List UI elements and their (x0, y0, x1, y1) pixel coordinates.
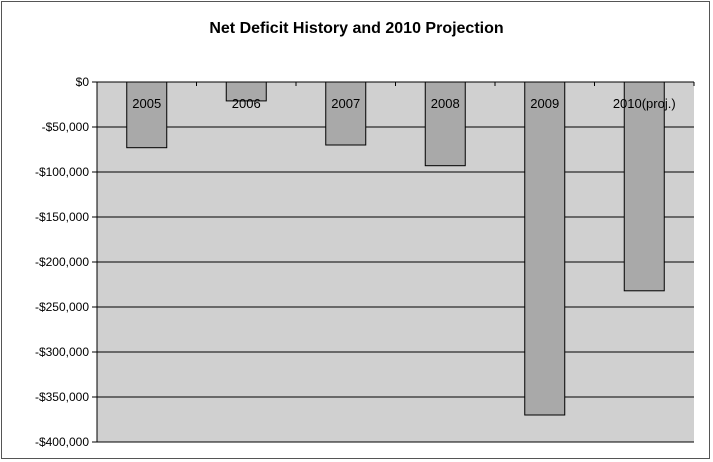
bar-2010(proj.) (623, 81, 665, 292)
x-axis (96, 81, 695, 86)
category-labels: 2005 2006 2007 2008 2009 2010(proj.) (132, 96, 675, 111)
y-tick-label: -$50,000 (42, 120, 90, 134)
x-tick-label: 2008 (431, 96, 460, 111)
x-tick-label: 2010(proj.) (613, 96, 676, 111)
y-tick-label: -$100,000 (35, 165, 89, 179)
x-tick-label: 2005 (132, 96, 161, 111)
bar-2005 (126, 81, 168, 149)
y-tick-label: -$350,000 (35, 390, 89, 404)
bar-2009 (524, 81, 566, 416)
chart-title: Net Deficit History and 2010 Projection (209, 20, 504, 37)
bar-2008 (424, 81, 466, 167)
y-tick-label: $0 (76, 75, 90, 89)
x-tick-label: 2007 (331, 96, 360, 111)
x-tick-label: 2009 (530, 96, 559, 111)
y-axis: $0 -$50,000 -$100,000 -$150,000 -$200,000 -$2… (35, 75, 98, 449)
y-tick-label: -$250,000 (35, 300, 89, 314)
x-tick-label: 2006 (232, 96, 261, 111)
y-tick-label: -$300,000 (35, 345, 89, 359)
bar-2007 (325, 81, 367, 146)
y-tick-label: -$200,000 (35, 255, 89, 269)
y-tick-label: -$150,000 (35, 210, 89, 224)
y-tick-label: -$400,000 (35, 435, 89, 449)
